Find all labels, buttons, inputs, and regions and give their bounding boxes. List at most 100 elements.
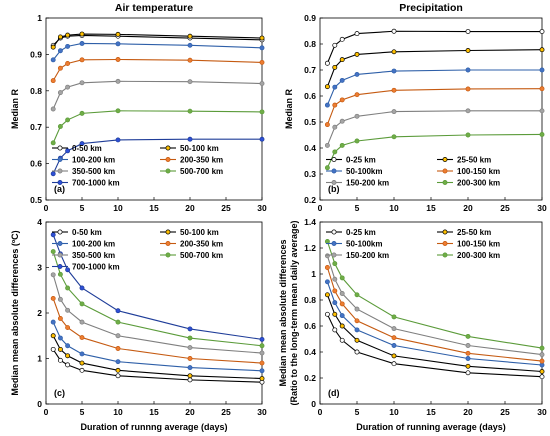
legend-swatch-marker — [57, 157, 63, 162]
y-tick-label: 0.9 — [304, 13, 316, 23]
y-tick-label: 0 — [311, 399, 316, 409]
data-point — [332, 64, 338, 70]
data-point — [354, 113, 360, 119]
data-point — [354, 31, 360, 37]
data-point — [50, 171, 56, 177]
x-tick-label: 20 — [185, 407, 195, 417]
data-point — [79, 57, 85, 63]
legend-label: 350-500 km — [72, 167, 115, 176]
data-point — [391, 68, 397, 74]
data-point — [187, 42, 193, 48]
legend-swatch-marker — [331, 229, 337, 235]
data-point — [259, 109, 265, 115]
data-point — [115, 41, 121, 47]
series-line — [52, 58, 263, 81]
data-point — [339, 275, 345, 281]
data-point — [354, 306, 360, 312]
data-point — [332, 300, 338, 306]
legend-label: 25-50 km — [457, 228, 491, 237]
legend-swatch-marker — [165, 241, 171, 246]
data-point — [324, 292, 330, 298]
x-tick-label: 0 — [44, 203, 49, 213]
chart-title: Precipitation — [399, 2, 463, 14]
x-tick-label: 25 — [221, 407, 231, 417]
x-tick-label: 5 — [355, 203, 360, 213]
data-point — [339, 291, 345, 296]
data-point — [187, 108, 193, 114]
y-tick-label: 1 — [37, 13, 42, 23]
data-point — [354, 138, 360, 144]
data-point — [465, 29, 471, 34]
data-point — [324, 142, 330, 148]
data-point — [65, 43, 71, 49]
legend-swatch-marker — [331, 252, 337, 258]
x-tick-label: 20 — [185, 203, 195, 213]
data-point — [79, 285, 85, 291]
data-point — [259, 59, 265, 65]
data-point — [391, 335, 397, 341]
data-point — [65, 343, 71, 349]
data-point — [115, 373, 121, 379]
data-point — [50, 346, 56, 352]
y-tick-label: 1 — [311, 269, 316, 279]
data-point — [79, 360, 85, 366]
data-point — [259, 343, 265, 349]
series-line — [326, 294, 543, 373]
data-point — [324, 253, 330, 259]
y-tick-label: 0.6 — [304, 91, 316, 101]
data-point — [187, 136, 193, 142]
y-tick-label: 0.2 — [304, 195, 316, 205]
x-tick-label: 20 — [463, 203, 473, 213]
data-point — [187, 365, 193, 371]
legend-label: 0-25 km — [346, 156, 376, 165]
data-point — [324, 122, 330, 128]
x-tick-label: 10 — [113, 407, 123, 417]
data-point — [115, 333, 121, 339]
data-point — [332, 288, 338, 294]
data-point — [332, 84, 338, 90]
data-point — [79, 41, 85, 46]
y-tick-label: 0.3 — [304, 169, 316, 179]
data-point — [539, 369, 545, 374]
x-tick-label: 25 — [221, 203, 231, 213]
data-point — [79, 80, 85, 86]
y-tick-label: 0.4 — [304, 143, 316, 153]
data-point — [339, 337, 345, 343]
data-point — [57, 271, 63, 277]
y-tick-label: 0.7 — [30, 122, 42, 132]
data-point — [115, 108, 121, 114]
data-point — [115, 137, 121, 143]
data-point — [354, 337, 360, 343]
data-point — [324, 60, 330, 66]
data-point — [259, 136, 265, 142]
x-tick-label: 20 — [463, 407, 473, 417]
data-point — [65, 32, 71, 38]
data-point — [539, 86, 545, 92]
y-tick-label: 0.8 — [304, 39, 316, 49]
data-point — [57, 48, 63, 54]
data-point — [50, 57, 56, 63]
data-point — [50, 333, 56, 339]
data-point — [465, 132, 471, 138]
data-point — [539, 358, 545, 364]
x-tick-label: 30 — [257, 407, 267, 417]
y-tick-label: 3 — [37, 263, 42, 273]
data-point — [339, 118, 345, 124]
data-point — [65, 61, 71, 66]
data-point — [259, 360, 265, 366]
legend-label: 500-700 km — [180, 167, 223, 176]
panel-c: 0 1 2 3 4 0 5 10 15 20 25 30 Median mean absolute di… — [10, 217, 267, 432]
legend-label: 25-50 km — [457, 156, 491, 165]
data-point — [339, 57, 345, 63]
data-point — [259, 368, 265, 374]
x-tick-label: 10 — [113, 203, 123, 213]
legend: 0-50 km 50-100 km 100-200 km 200-350 km 350-… — [52, 144, 223, 188]
data-point — [539, 132, 545, 137]
y-axis-label: Median R — [284, 89, 294, 130]
data-point — [465, 108, 471, 114]
legend-label: 50-100km — [346, 167, 382, 176]
data-point — [339, 36, 345, 42]
legend-label: 50-100km — [346, 240, 382, 249]
legend-swatch-marker — [57, 241, 63, 246]
y-axis-label: Median mean absolute differences (ºC) — [10, 230, 20, 395]
